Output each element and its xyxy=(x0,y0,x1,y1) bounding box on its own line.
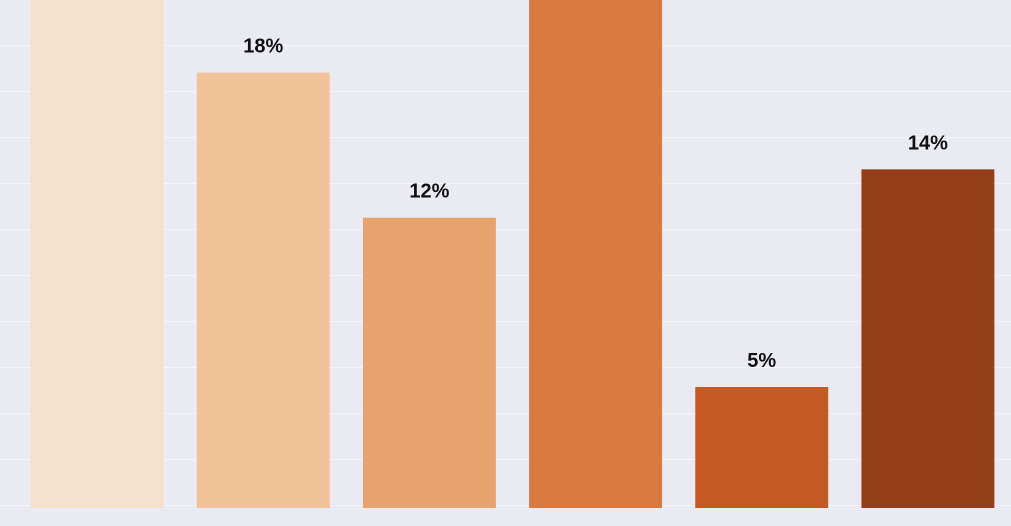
bar xyxy=(529,0,663,508)
value-label: 14% xyxy=(908,132,948,154)
value-label: 5% xyxy=(747,350,776,372)
bar xyxy=(861,169,995,509)
value-label: 12% xyxy=(409,181,449,203)
bar xyxy=(362,217,496,508)
bar xyxy=(30,0,164,508)
value-label: 18% xyxy=(243,36,283,58)
bar xyxy=(196,72,330,509)
bar xyxy=(695,387,829,508)
